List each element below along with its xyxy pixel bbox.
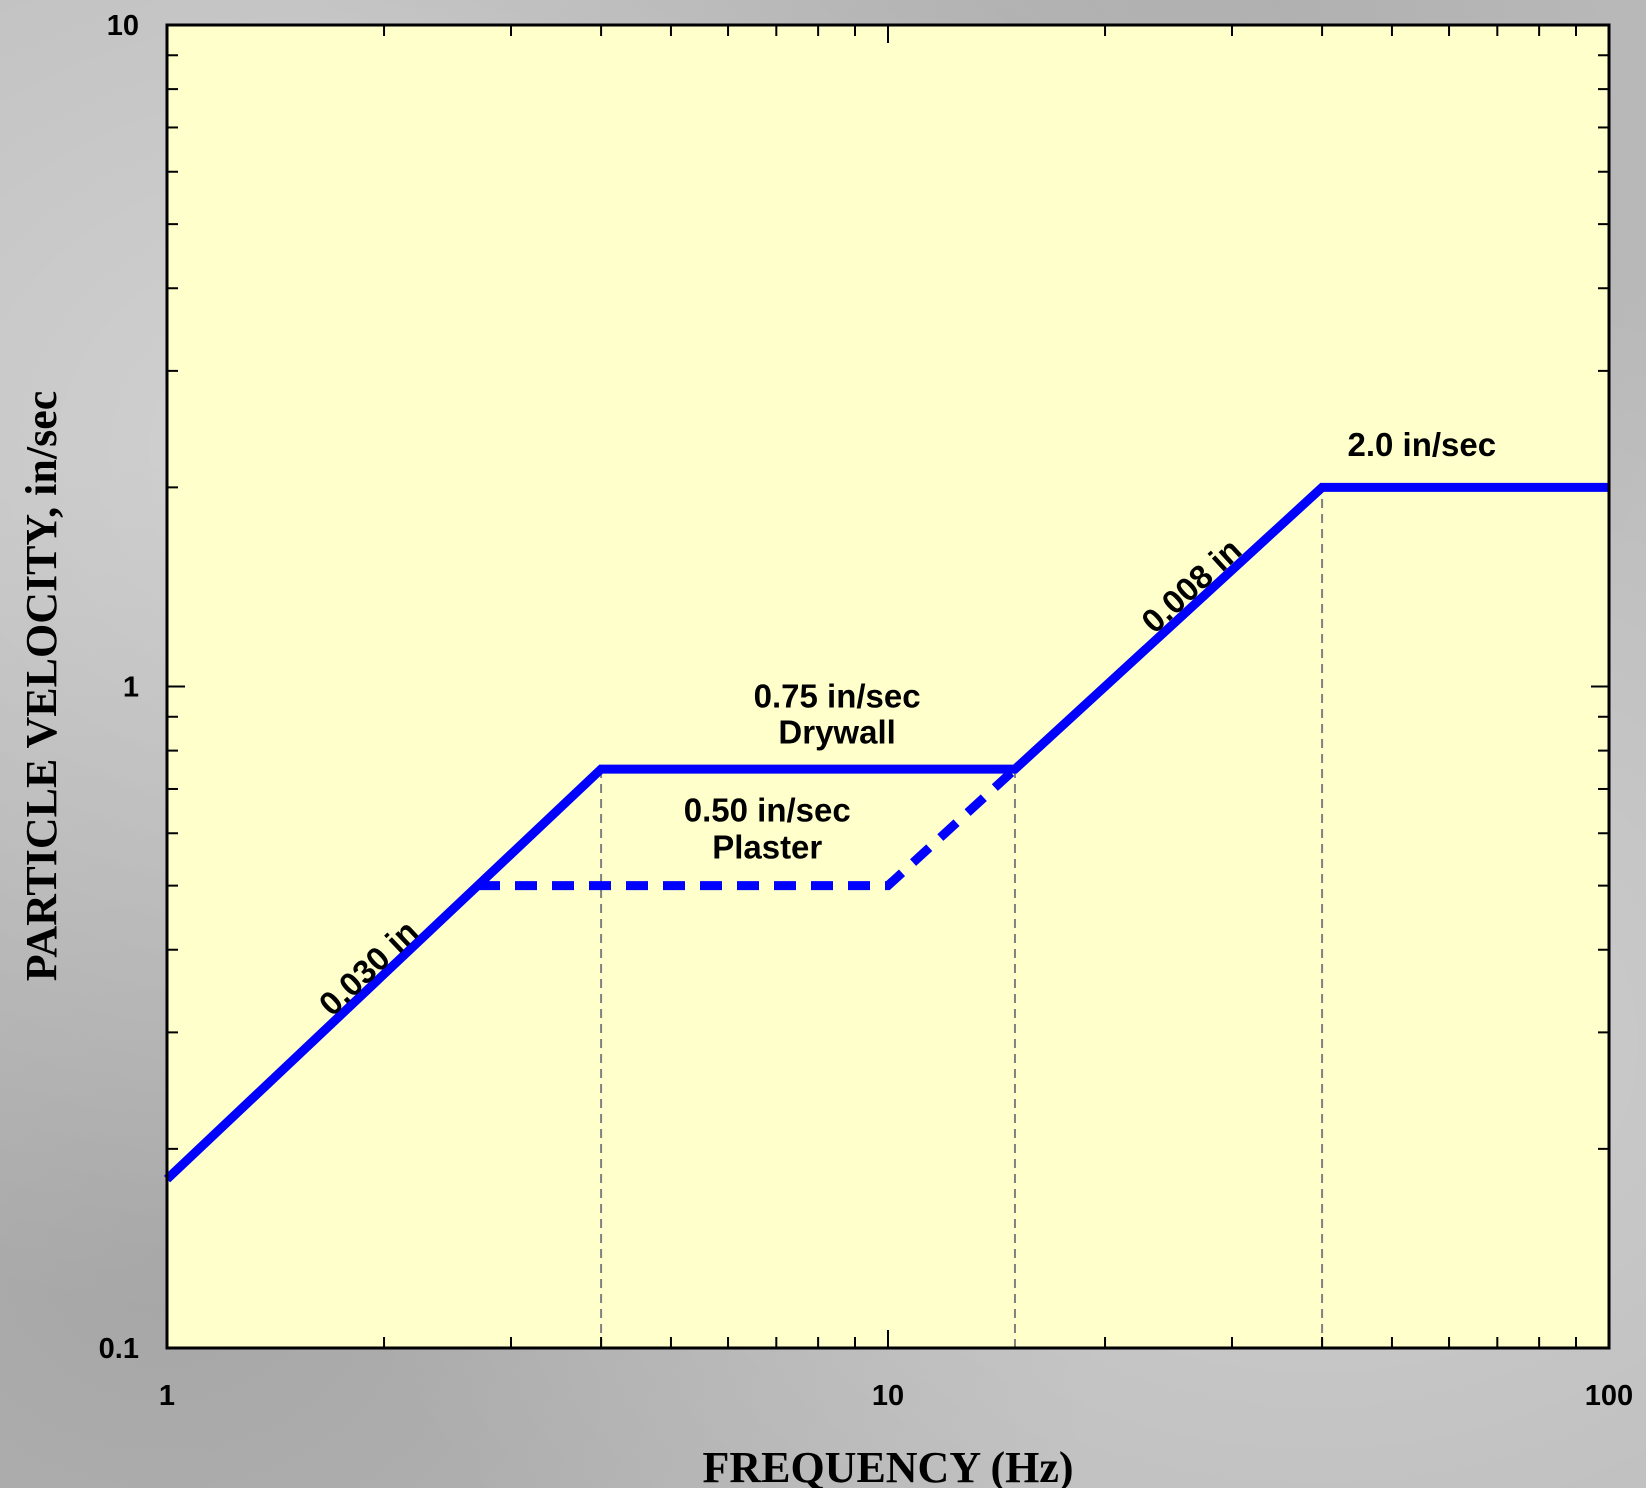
plot-frame (165, 23, 1611, 1350)
annotation-label: 2.0 in/sec (1347, 426, 1496, 463)
reference-lines (600, 487, 1324, 1348)
minor-ticks (167, 25, 1609, 1348)
y-tick-label: 10 (107, 10, 139, 42)
x-tick-label: 1 (159, 1380, 175, 1412)
tick-labels: 1 10 100 0.1 1 10 (99, 10, 1634, 1412)
annotation-label: 0.75 in/sec (754, 677, 921, 714)
plot-area (167, 25, 1609, 1348)
x-tick-label: 10 (872, 1380, 904, 1412)
drywall-limit-line (163, 482, 1609, 1183)
y-axis-title: PARTICLE VELOCITY, in/sec (17, 391, 66, 982)
x-axis-title: FREQUENCY (Hz) (702, 1443, 1073, 1488)
annotation-label: Plaster (712, 828, 822, 865)
y-tick-label: 0.1 (99, 1333, 139, 1365)
annotation-label: 0.50 in/sec (684, 792, 851, 829)
x-tick-label: 100 (1585, 1380, 1633, 1412)
series-layer (163, 482, 1609, 1183)
plaster-limit-line (478, 765, 1019, 891)
y-tick-label: 1 (123, 672, 139, 704)
annotation-label: Drywall (778, 714, 895, 751)
